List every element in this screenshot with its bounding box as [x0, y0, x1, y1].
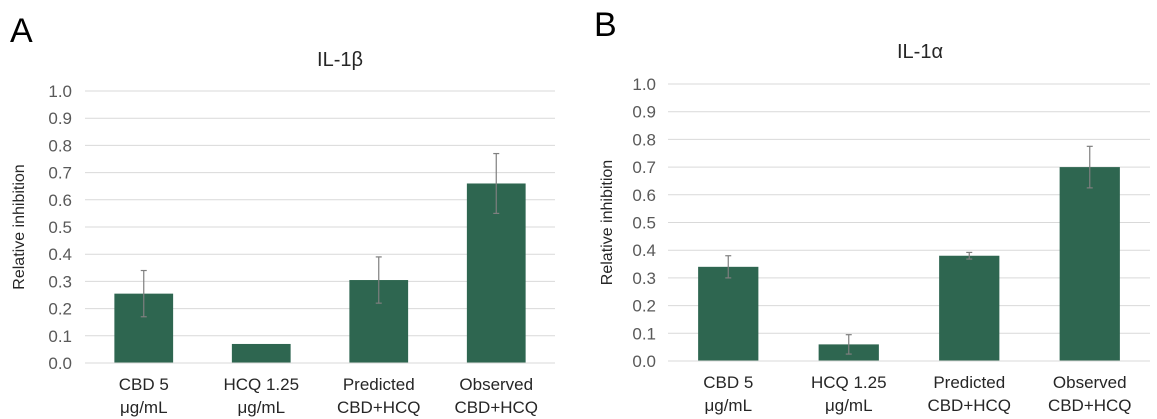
y-tick-label: 0.8 [48, 136, 72, 155]
x-tick-label: μg/mL [120, 398, 168, 417]
y-tick-label: 0.6 [48, 191, 72, 210]
y-axis-label: Relative inhibition [11, 164, 28, 289]
y-tick-label: 0.3 [632, 269, 656, 288]
y-tick-label: 0.6 [632, 186, 656, 205]
x-tick-label: CBD 5 [119, 375, 169, 394]
chart-title: IL-1β [317, 49, 363, 71]
x-tick-label: CBD+HCQ [337, 398, 421, 417]
y-tick-label: 0.9 [632, 103, 656, 122]
y-tick-label: 1.0 [48, 82, 72, 101]
x-tick-label: CBD+HCQ [454, 398, 538, 417]
x-tick-label: Predicted [343, 375, 415, 394]
y-tick-label: 0.8 [632, 130, 656, 149]
y-tick-label: 0.7 [632, 158, 656, 177]
y-axis-label: Relative inhibition [599, 160, 616, 285]
y-tick-label: 0.2 [632, 297, 656, 316]
x-tick-label: CBD 5 [703, 373, 753, 392]
panel-letter-a: A [10, 12, 33, 50]
x-tick-label: Observed [1053, 373, 1127, 392]
y-tick-label: 0.0 [48, 354, 72, 373]
y-tick-label: 0.1 [48, 327, 72, 346]
chart-panel-a: IL-1β Relative inhibition 0.0 0.1 0.2 0.3 0.4 0… [11, 49, 555, 417]
x-tick-label: CBD+HCQ [927, 396, 1011, 415]
x-tick-label: Observed [459, 375, 533, 394]
y-tick-label: 0.0 [632, 352, 656, 371]
x-tick-label: Predicted [933, 373, 1005, 392]
y-tick-label: 0.7 [48, 164, 72, 183]
y-tick-label: 0.4 [632, 241, 656, 260]
y-tick-label: 0.3 [48, 272, 72, 291]
y-tick-label: 0.4 [48, 245, 72, 264]
y-tick-label: 1.0 [632, 75, 656, 94]
bar [231, 343, 291, 363]
y-tick-label: 0.5 [632, 214, 656, 233]
chart-title: IL-1α [897, 41, 943, 63]
x-tick-label: HCQ 1.25 [223, 375, 299, 394]
bar [939, 255, 1000, 361]
chart-panel-b: IL-1α Relative inhibition 0.0 0.1 0.2 0.3 0.4 0… [599, 41, 1150, 415]
x-tick-label: CBD+HCQ [1048, 396, 1132, 415]
x-tick-label: μg/mL [704, 396, 752, 415]
x-tick-label: μg/mL [237, 398, 285, 417]
x-tick-label: μg/mL [825, 396, 873, 415]
y-tick-label: 0.1 [632, 324, 656, 343]
y-tick-label: 0.9 [48, 109, 72, 128]
panel-letter-b: B [594, 6, 617, 44]
bar [1059, 167, 1120, 361]
y-tick-label: 0.5 [48, 218, 72, 237]
y-tick-label: 0.2 [48, 300, 72, 319]
bar [698, 266, 759, 361]
x-tick-label: HCQ 1.25 [811, 373, 887, 392]
